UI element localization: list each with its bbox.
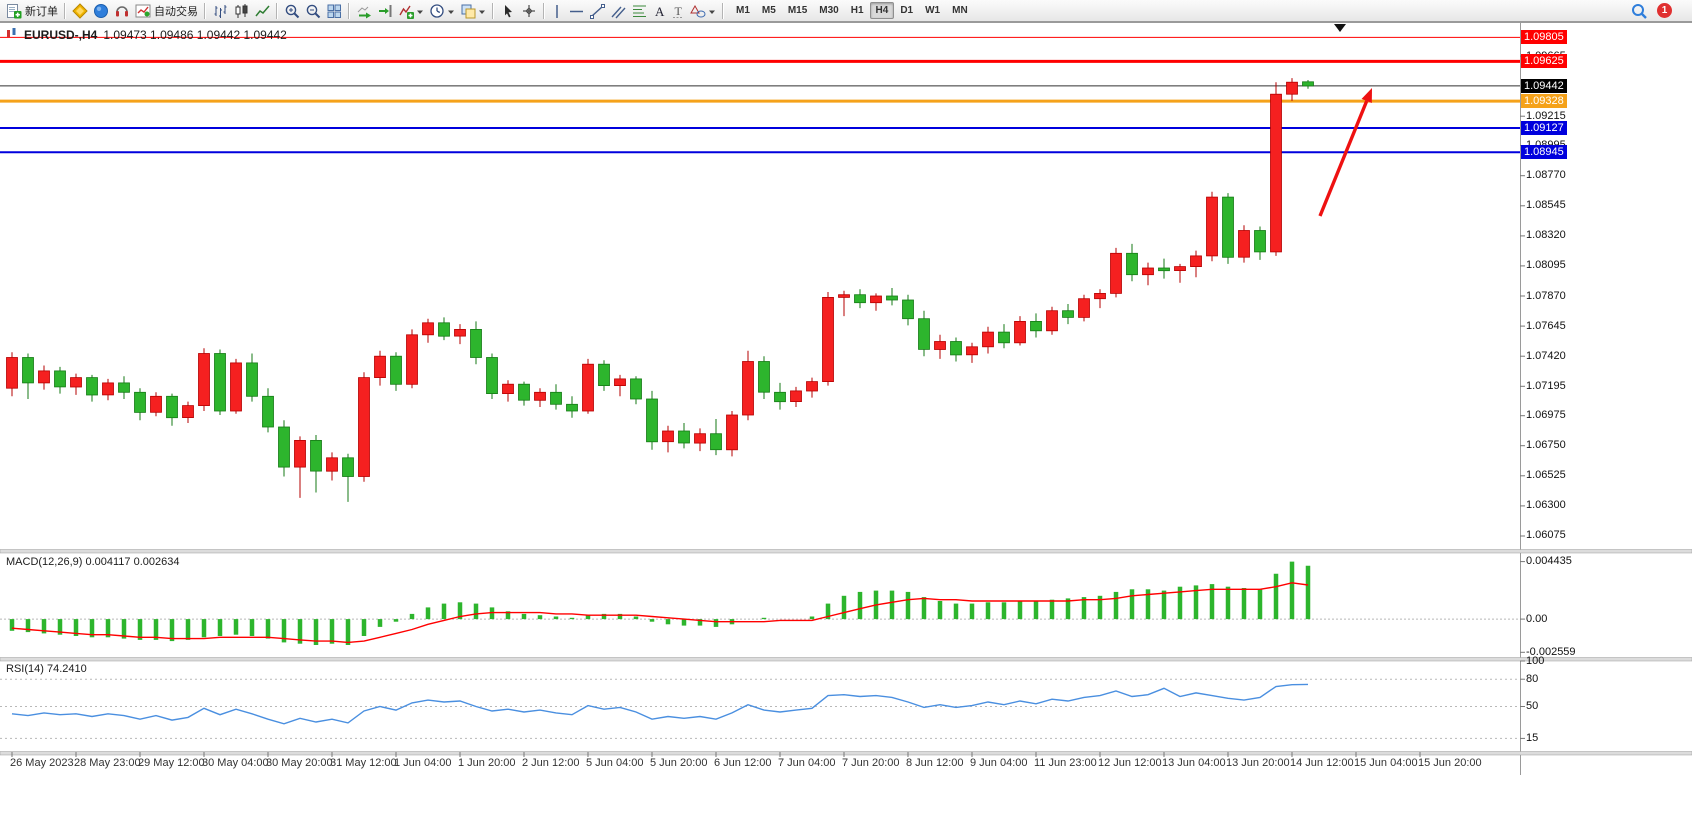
chevron-down-icon[interactable] xyxy=(708,3,716,19)
support-button[interactable] xyxy=(112,1,132,21)
chart-ohlc-values: 1.09473 1.09486 1.09442 1.09442 xyxy=(103,27,287,42)
auto-scroll-button[interactable] xyxy=(354,1,374,21)
trendline-button[interactable] xyxy=(587,1,607,21)
text-button[interactable]: A xyxy=(650,1,668,21)
zoom-out-icon xyxy=(305,3,321,19)
line-chart-icon xyxy=(254,3,270,19)
cursor-icon xyxy=(500,3,516,19)
shapes-icon xyxy=(690,3,706,19)
macd-signal-line xyxy=(11,582,1309,644)
svg-text:T: T xyxy=(675,4,683,18)
panel-separator[interactable] xyxy=(0,657,1692,662)
rsi-label: RSI(14) 74.2410 xyxy=(6,663,87,675)
auto-scroll-icon xyxy=(356,3,372,19)
svg-text:A: A xyxy=(655,4,665,19)
search-button[interactable] xyxy=(1628,1,1650,21)
channel-button[interactable] xyxy=(608,1,628,21)
autotrading-button[interactable]: 自动交易 xyxy=(133,1,200,21)
clock-icon xyxy=(429,3,445,19)
toolbar-separator xyxy=(543,2,545,19)
timeframe-button-W1[interactable]: W1 xyxy=(925,5,941,16)
vertical-line-button[interactable] xyxy=(549,1,565,21)
toolbar: 新订单 自动交易 A T M1 M5 M15 M30 H1 H4 D1 W1 MN 1 xyxy=(0,0,1692,22)
metaeditor-icon xyxy=(72,2,88,19)
search-icon xyxy=(1630,2,1648,20)
chevron-down-icon[interactable] xyxy=(478,3,486,19)
community-icon xyxy=(93,3,109,19)
tile-windows-icon xyxy=(326,3,342,19)
arrows-shapes-button[interactable] xyxy=(688,1,718,21)
text-icon: A xyxy=(652,3,666,19)
indicators-button[interactable] xyxy=(396,1,426,21)
autotrading-label: 自动交易 xyxy=(154,5,198,18)
timeframe-button-H4[interactable]: H4 xyxy=(869,2,895,19)
trendline-icon xyxy=(589,3,605,19)
panel-separator[interactable] xyxy=(0,751,1692,756)
toolbar-right-group: 1 xyxy=(1628,1,1688,21)
toolbar-separator xyxy=(348,2,350,19)
chart-symbol-icon xyxy=(6,27,18,42)
down-arrow-marker[interactable] xyxy=(1334,24,1346,32)
crosshair-button[interactable] xyxy=(519,1,539,21)
chart-title: EURUSD-,H4 1.09473 1.09486 1.09442 1.094… xyxy=(6,27,287,42)
bar-chart-button[interactable] xyxy=(210,1,230,21)
fibonacci-button[interactable] xyxy=(629,1,649,21)
line-chart-button[interactable] xyxy=(252,1,272,21)
macd-histogram xyxy=(9,561,1311,645)
zoom-in-button[interactable] xyxy=(282,1,302,21)
toolbar-separator xyxy=(492,2,494,19)
panel-separator[interactable] xyxy=(0,549,1692,554)
toolbar-separator xyxy=(276,2,278,19)
candlestick-chart-icon xyxy=(233,3,249,19)
templates-icon xyxy=(460,3,476,19)
notification-badge[interactable]: 1 xyxy=(1657,3,1672,18)
horizontal-line-button[interactable] xyxy=(566,1,586,21)
timeframe-button-MN[interactable]: MN xyxy=(952,5,968,16)
timeframe-button-D1[interactable]: D1 xyxy=(900,5,914,16)
timeframe-button-H1[interactable]: H1 xyxy=(850,5,864,16)
autotrading-icon xyxy=(135,3,151,19)
zoom-out-button[interactable] xyxy=(303,1,323,21)
macd-label: MACD(12,26,9) 0.004117 0.002634 xyxy=(6,556,180,568)
community-button[interactable] xyxy=(91,1,111,21)
metaeditor-button[interactable] xyxy=(70,1,90,21)
new-order-icon xyxy=(6,3,22,19)
crosshair-icon xyxy=(521,3,537,19)
timeframe-button-M15[interactable]: M15 xyxy=(787,5,808,16)
chart-shift-icon xyxy=(377,3,393,19)
candlestick-chart-button[interactable] xyxy=(231,1,251,21)
text-label-icon: T xyxy=(671,3,685,19)
timeframe-bar: M1 M5 M15 M30 H1 H4 D1 W1 MN xyxy=(730,2,974,19)
new-order-label: 新订单 xyxy=(25,5,58,18)
channel-icon xyxy=(610,3,626,19)
rsi-line xyxy=(11,683,1309,725)
fibonacci-icon xyxy=(631,3,647,19)
candlestick-series xyxy=(6,78,1314,502)
vertical-line-icon xyxy=(551,3,563,19)
trend-arrow-annotation[interactable] xyxy=(1318,88,1372,217)
toolbar-separator xyxy=(64,2,66,19)
timeframe-button-M30[interactable]: M30 xyxy=(819,5,839,16)
chart-symbol-period: EURUSD-,H4 xyxy=(24,27,98,42)
bar-chart-icon xyxy=(212,3,228,19)
templates-button[interactable] xyxy=(458,1,488,21)
timeframe-button-M1[interactable]: M1 xyxy=(736,5,750,16)
chevron-down-icon[interactable] xyxy=(447,3,455,19)
toolbar-separator xyxy=(722,2,724,19)
zoom-in-icon xyxy=(284,3,300,19)
indicators-icon xyxy=(398,3,414,19)
cursor-button[interactable] xyxy=(498,1,518,21)
toolbar-separator xyxy=(204,2,206,19)
chevron-down-icon[interactable] xyxy=(416,3,424,19)
new-order-button[interactable]: 新订单 xyxy=(4,1,60,21)
horizontal-line-icon xyxy=(568,3,584,19)
support-headset-icon xyxy=(114,3,130,19)
periods-button[interactable] xyxy=(427,1,457,21)
timeframe-button-M5[interactable]: M5 xyxy=(761,5,776,16)
label-button[interactable]: T xyxy=(669,1,687,21)
chart-shift-button[interactable] xyxy=(375,1,395,21)
tile-windows-button[interactable] xyxy=(324,1,344,21)
